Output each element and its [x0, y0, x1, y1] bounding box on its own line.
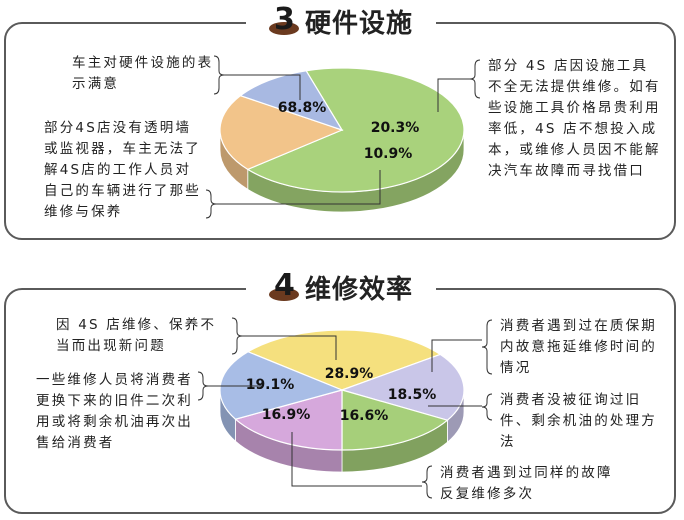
brace-icon [481, 393, 493, 421]
leader-line [437, 78, 470, 112]
note-not-consulted: 消费者没被征询过旧件、剩余机油的处理方法 [500, 392, 657, 450]
note-delay-repair: 消费者遇到过在质保期内故意拖延维修时间的情况 [500, 318, 657, 376]
pie-label-4: 16.9% [262, 407, 311, 423]
pie-slice-2 [340, 353, 465, 421]
note-satisfied: 车主对硬件设施的表示满意 [72, 55, 214, 92]
pie-label-2: 20.3% [371, 120, 420, 136]
note-reuse-parts: 一些维修人员将消费者更换下来的旧件二次利用或将剩余机油再次出售给消费者 [36, 372, 193, 451]
brace-icon [481, 319, 493, 375]
leader-line [291, 432, 422, 487]
pie-label-1: 68.8% [278, 100, 327, 116]
section-3-title: 3 硬件设施 [246, 2, 436, 39]
pie-label-3: 10.9% [364, 146, 413, 162]
note-repeated-repair: 消费者遇到过同样的故障反复维修多次 [440, 465, 613, 502]
pie-label-1: 28.9% [325, 366, 374, 382]
note-new-problems: 因 4S 店维修、保养不当而出现新问题 [56, 317, 217, 354]
pie-slice-5 [219, 351, 344, 420]
section-3-number: 3 [268, 2, 299, 37]
section-4-title: 4 维修效率 [246, 268, 436, 305]
note-no-glass-wall: 部分4S店没有透明墙或监视器，车主无法了解4S店的工作人员对自己的车辆进行了那些… [44, 120, 201, 220]
pie-label-5: 19.1% [246, 377, 295, 393]
section-3-heading: 硬件设施 [304, 8, 413, 39]
note-tools-incomplete: 部分 4S 店因设施工具不全无法提供维修。如有些设施工具价格昂贵利用率低，4S … [488, 58, 661, 179]
pie-slice-1 [246, 329, 442, 391]
pie-slice-4 [234, 389, 343, 451]
pie-slice-3 [341, 389, 449, 451]
number-blob-icon [268, 22, 299, 35]
pie-slice-3 [239, 70, 344, 132]
brace-icon [231, 317, 243, 355]
leader-line [224, 74, 301, 100]
pie-chart-2: 28.9% 18.5% 16.6% 16.9% 19.1% [219, 329, 465, 473]
brace-icon [469, 59, 481, 99]
leader-line [216, 170, 381, 205]
brace-icon [205, 189, 217, 219]
number-blob-icon [268, 288, 299, 301]
leader-line [431, 339, 482, 372]
leader-line [242, 335, 337, 360]
pie-slice-2 [219, 94, 344, 171]
pie-slice-1 [246, 67, 465, 193]
pie-label-2: 18.5% [388, 387, 437, 403]
brace-icon [197, 371, 209, 401]
connector-lines [197, 55, 493, 499]
brace-icon [421, 465, 433, 499]
section-4-heading: 维修效率 [304, 274, 413, 305]
section-4-number: 4 [268, 268, 299, 303]
pie-chart-1: 68.8% 20.3% 10.9% [219, 67, 465, 213]
pie-label-3: 16.6% [340, 408, 389, 424]
